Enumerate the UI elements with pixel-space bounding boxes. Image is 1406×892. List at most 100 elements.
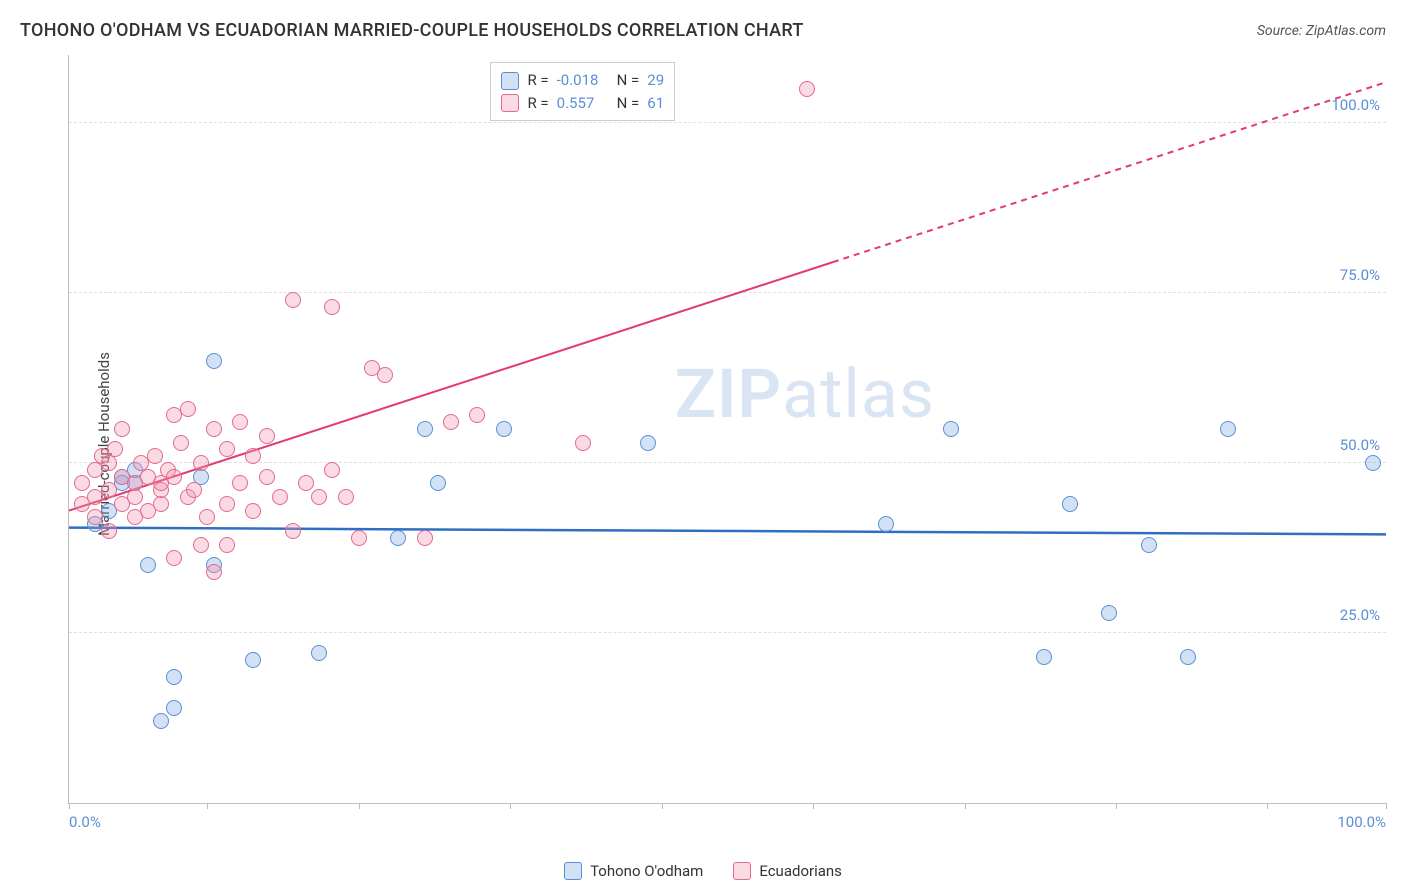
xtick [69, 803, 70, 809]
gridline [69, 632, 1386, 633]
data-point [166, 550, 182, 566]
ytick-label: 50.0% [1340, 436, 1380, 454]
stat-label: R = [527, 92, 548, 115]
stat-r: -0.018 [557, 69, 609, 92]
ytick-label: 75.0% [1340, 266, 1380, 284]
stats-box: R =-0.018N =29R =0.557N =61 [490, 62, 675, 121]
data-point [206, 421, 222, 437]
legend-label: Ecuadorians [759, 862, 842, 880]
data-point [199, 509, 215, 525]
data-point [285, 523, 301, 539]
data-point [285, 292, 301, 308]
plot-region: ZIPatlas 25.0%50.0%75.0%100.0%0.0%100.0%… [68, 55, 1386, 804]
data-point [443, 414, 459, 430]
xtick [1267, 803, 1268, 809]
data-point [186, 482, 202, 498]
source-label: Source: ZipAtlas.com [1257, 23, 1386, 39]
xtick [510, 803, 511, 809]
data-point [114, 421, 130, 437]
xtick [813, 803, 814, 809]
stat-label: N = [617, 69, 640, 92]
ytick-label: 25.0% [1340, 606, 1380, 624]
legend-label: Tohono O'odham [590, 862, 703, 880]
data-point [1062, 496, 1078, 512]
data-point [324, 299, 340, 315]
data-point [417, 530, 433, 546]
data-point [943, 421, 959, 437]
xtick [1386, 803, 1387, 809]
data-point [272, 489, 288, 505]
data-point [799, 81, 815, 97]
data-point [101, 523, 117, 539]
data-point [206, 564, 222, 580]
data-point [338, 489, 354, 505]
data-point [324, 462, 340, 478]
data-point [259, 469, 275, 485]
data-point [219, 537, 235, 553]
series-swatch [501, 72, 519, 90]
data-point [1036, 649, 1052, 665]
data-point [311, 645, 327, 661]
xtick-label: 100.0% [1337, 813, 1386, 831]
watermark: ZIPatlas [675, 354, 935, 434]
data-point [180, 401, 196, 417]
xtick [359, 803, 360, 809]
chart-header: TOHONO O'ODHAM VS ECUADORIAN MARRIED-COU… [20, 20, 1386, 41]
data-point [166, 669, 182, 685]
data-point [496, 421, 512, 437]
stat-label: R = [527, 69, 548, 92]
data-point [1180, 649, 1196, 665]
series-swatch [733, 862, 751, 880]
data-point [377, 367, 393, 383]
stat-n: 61 [647, 92, 664, 115]
data-point [166, 469, 182, 485]
data-point [87, 509, 103, 525]
data-point [469, 407, 485, 423]
data-point [153, 713, 169, 729]
xtick [662, 803, 663, 809]
data-point [430, 475, 446, 491]
data-point [193, 537, 209, 553]
data-point [575, 435, 591, 451]
data-point [219, 496, 235, 512]
data-point [101, 482, 117, 498]
data-point [1101, 605, 1117, 621]
legend: Tohono O'odham Ecuadorians [0, 862, 1406, 880]
data-point [219, 441, 235, 457]
ytick-label: 100.0% [1331, 96, 1380, 114]
data-point [74, 475, 90, 491]
data-point [140, 557, 156, 573]
data-point [1141, 537, 1157, 553]
data-point [206, 353, 222, 369]
data-point [390, 530, 406, 546]
gridline [69, 462, 1386, 463]
gridline [69, 122, 1386, 123]
data-point [147, 448, 163, 464]
data-point [259, 428, 275, 444]
series-swatch [501, 94, 519, 112]
data-point [351, 530, 367, 546]
stats-row: R =-0.018N =29 [501, 69, 664, 92]
data-point [232, 475, 248, 491]
chart-title: TOHONO O'ODHAM VS ECUADORIAN MARRIED-COU… [20, 20, 804, 41]
xtick [965, 803, 966, 809]
stat-r: 0.557 [557, 92, 609, 115]
xtick-label: 0.0% [69, 813, 101, 831]
stats-row: R = 0.557 N = 61 [501, 92, 664, 115]
data-point [640, 435, 656, 451]
data-point [417, 421, 433, 437]
legend-item: Ecuadorians [733, 862, 842, 880]
data-point [245, 448, 261, 464]
stat-label: N = [617, 92, 640, 115]
data-point [311, 489, 327, 505]
series-swatch [564, 862, 582, 880]
data-point [245, 503, 261, 519]
data-point [107, 441, 123, 457]
xtick [1116, 803, 1117, 809]
data-point [153, 496, 169, 512]
data-point [878, 516, 894, 532]
gridline [69, 292, 1386, 293]
data-point [193, 455, 209, 471]
data-point [173, 435, 189, 451]
data-point [166, 700, 182, 716]
